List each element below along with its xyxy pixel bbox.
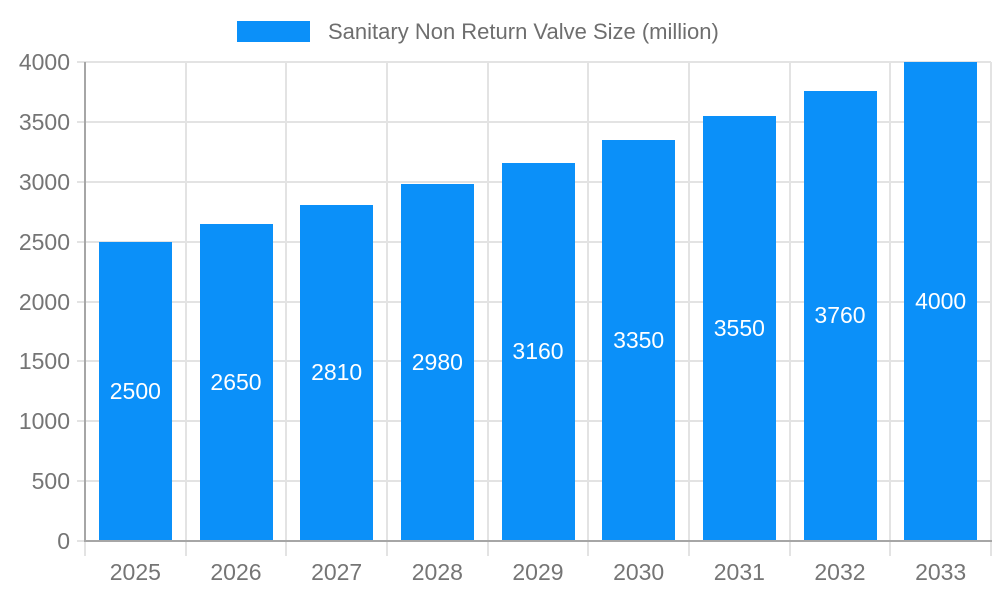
x-tick-mark (587, 541, 590, 556)
x-axis-tick-label: 2033 (915, 559, 967, 585)
y-axis-tick-label: 0 (57, 528, 70, 554)
x-tick-mark (990, 541, 992, 556)
x-tick-mark (688, 541, 690, 556)
bar[interactable]: 3350 (602, 139, 676, 541)
y-tick-mark (77, 540, 85, 542)
x-axis-tick-label: 2032 (814, 559, 866, 585)
x-axis-tick-label: 2031 (713, 559, 765, 585)
gridline-vertical (889, 62, 892, 541)
bar-value-label: 3760 (814, 302, 866, 329)
gridline-vertical (285, 62, 288, 541)
x-tick-mark (386, 541, 388, 556)
x-tick-mark (788, 541, 791, 556)
y-axis-tick-label: 3000 (18, 168, 70, 195)
x-axis-tick-label: 2025 (109, 559, 161, 585)
bar-value-label: 2650 (210, 368, 262, 395)
x-axis-tick-label: 2027 (311, 559, 363, 585)
bar[interactable]: 2980 (400, 184, 474, 541)
gridline-vertical (788, 62, 791, 541)
x-axis-tick-label: 2026 (210, 559, 262, 585)
y-axis-tick-label: 2000 (18, 288, 70, 315)
bar[interactable]: 2500 (98, 241, 172, 541)
y-axis-tick-label: 1500 (18, 348, 70, 375)
bar-value-label: 3550 (713, 314, 765, 341)
gridline-vertical (587, 62, 590, 541)
gridline-vertical (386, 62, 388, 541)
gridline-horizontal (77, 120, 991, 123)
y-axis-tick-label: 3500 (18, 108, 70, 135)
legend-label: Sanitary Non Return Valve Size (million) (328, 18, 719, 44)
bar[interactable]: 3550 (702, 115, 776, 541)
bar[interactable]: 4000 (904, 62, 978, 541)
bar-value-label: 2500 (109, 377, 161, 404)
y-axis-tick-label: 1000 (18, 408, 70, 435)
x-axis-tick-label: 2028 (411, 559, 463, 585)
x-axis-tick-label: 2029 (512, 559, 564, 585)
gridline-vertical (990, 62, 992, 541)
x-tick-mark (84, 541, 86, 556)
gridline-horizontal (77, 61, 991, 63)
y-axis-line (84, 62, 86, 541)
x-axis-tick-label: 2030 (613, 559, 665, 585)
x-tick-mark (184, 541, 187, 556)
bar[interactable]: 2810 (300, 204, 374, 541)
bar-value-label: 4000 (915, 288, 967, 314)
x-tick-mark (889, 541, 892, 556)
x-axis-line (84, 540, 992, 542)
gridline-vertical (184, 62, 187, 541)
gridline-vertical (688, 62, 690, 541)
bar-value-label: 2980 (411, 349, 463, 376)
bar-value-label: 3350 (613, 326, 665, 353)
bar-value-label: 3160 (512, 338, 564, 365)
x-tick-mark (285, 541, 288, 556)
y-axis-tick-label: 2500 (18, 228, 70, 255)
bar[interactable]: 3160 (501, 162, 575, 541)
legend[interactable]: Sanitary Non Return Valve Size (million) (237, 18, 719, 44)
legend-swatch-icon (237, 21, 310, 42)
y-axis-tick-label: 4000 (18, 49, 70, 75)
y-axis-tick-label: 500 (31, 468, 70, 495)
bar[interactable]: 3760 (803, 90, 877, 541)
x-tick-mark (486, 541, 489, 556)
gridline-vertical (486, 62, 489, 541)
bar-value-label: 2810 (311, 359, 363, 386)
bar[interactable]: 2650 (199, 223, 273, 541)
